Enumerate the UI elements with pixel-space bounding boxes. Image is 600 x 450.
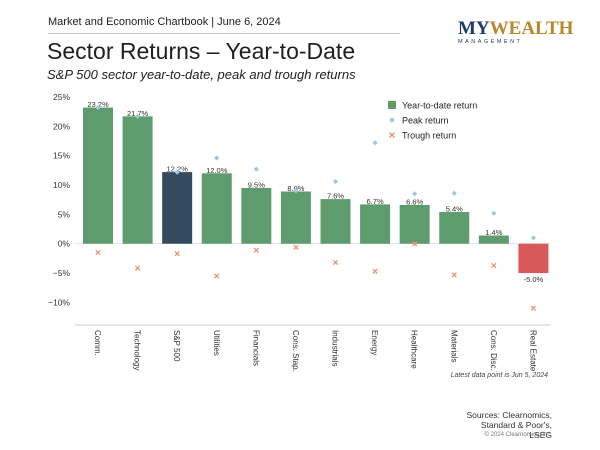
- data-label: 21.7%: [127, 109, 149, 118]
- peak-marker: [451, 190, 457, 196]
- y-tick-label: −5%: [53, 268, 71, 278]
- legend-trough-label: Trough return: [402, 131, 456, 141]
- bar: [518, 243, 549, 274]
- bar: [320, 199, 351, 244]
- data-label: 5.4%: [446, 205, 463, 214]
- trough-marker: [134, 265, 141, 272]
- data-label: 12.0%: [206, 166, 228, 175]
- x-tick-label: Energy: [370, 330, 379, 355]
- legend-peak-swatch: [389, 117, 395, 123]
- data-label: 9.5%: [248, 180, 265, 189]
- legend-ytd-label: Year-to-date return: [402, 101, 477, 111]
- data-label: 12.2%: [167, 165, 189, 174]
- y-tick-label: 20%: [53, 121, 70, 131]
- bar: [280, 191, 311, 244]
- bar: [439, 212, 470, 244]
- y-tick-label: 25%: [53, 92, 70, 102]
- x-tick-label: Healthcare: [410, 330, 419, 369]
- sources-line-3: LSEG: [529, 430, 552, 440]
- data-label: 23.2%: [87, 100, 109, 109]
- chart-subtitle: S&P 500 sector year-to-date, peak and tr…: [47, 67, 356, 82]
- bar: [241, 187, 272, 244]
- data-label: -5.0%: [524, 275, 544, 284]
- y-tick-label: 0%: [58, 239, 71, 249]
- data-label: 7.6%: [327, 192, 344, 201]
- bar: [360, 204, 391, 244]
- peak-marker: [412, 191, 418, 197]
- data-label: 6.6%: [406, 197, 423, 206]
- y-tick-label: −10%: [48, 297, 70, 307]
- bar: [201, 173, 232, 244]
- peak-marker: [214, 155, 220, 161]
- latest-data-note: Latest data point is Jun 5, 2024: [450, 372, 548, 379]
- trough-marker: [530, 305, 537, 311]
- x-tick-label: Cons. Disc.: [489, 330, 498, 371]
- peak-marker: [332, 178, 339, 185]
- x-tick-label: Utilities: [212, 330, 221, 356]
- x-tick-label: Comm.: [93, 330, 102, 356]
- x-tick-label: Cons. Stap.: [291, 330, 300, 372]
- peak-marker: [491, 210, 497, 216]
- x-tick-label: Real Estate: [528, 330, 537, 372]
- trough-marker: [412, 241, 418, 247]
- peak-marker: [174, 169, 180, 175]
- logo-management: MANAGEMENT: [458, 39, 523, 45]
- header-divider: [48, 33, 400, 34]
- logo-my: MY: [458, 18, 490, 39]
- x-tick-label: Materials: [449, 330, 458, 362]
- peak-marker: [293, 188, 299, 194]
- bar: [399, 204, 430, 244]
- peak-marker: [95, 104, 101, 111]
- sources-line-2: Standard & Poor's,: [480, 420, 552, 430]
- trough-marker: [491, 262, 497, 269]
- x-tick-label: Technology: [133, 330, 142, 370]
- trough-marker: [174, 251, 180, 257]
- x-tick-label: S&P 500: [172, 330, 181, 362]
- y-tick-label: 5%: [58, 209, 71, 219]
- trough-marker: [253, 247, 259, 253]
- x-tick-label: Industrials: [331, 330, 340, 366]
- chartbook-header: Market and Economic Chartbook | June 6, …: [48, 16, 281, 28]
- peak-marker: [253, 166, 259, 172]
- trough-marker: [95, 249, 101, 256]
- data-label: 6.7%: [367, 197, 384, 206]
- peak-marker: [372, 140, 378, 146]
- trough-marker: [372, 268, 378, 274]
- bar: [478, 235, 509, 244]
- peak-marker: [134, 113, 141, 119]
- trough-marker: [293, 244, 299, 250]
- y-tick-label: 15%: [53, 151, 70, 161]
- logo-wealth: WEALTH: [489, 18, 574, 39]
- peak-marker: [530, 235, 537, 241]
- legend-peak-label: Peak return: [402, 116, 449, 126]
- chart-title: Sector Returns – Year-to-Date: [47, 38, 356, 64]
- bar: [83, 107, 113, 244]
- trough-marker: [451, 272, 457, 278]
- x-tick-label: Financials: [251, 330, 260, 366]
- legend-ytd-swatch: [388, 101, 396, 109]
- bar: [122, 116, 153, 244]
- sources-text: Sources: Clearnomics, Standard & Poor's,…: [442, 410, 552, 440]
- y-tick-label: 10%: [53, 180, 70, 190]
- company-logo: MYWEALTH MANAGEMENT: [458, 18, 573, 46]
- sources-line-1: Sources: Clearnomics,: [466, 410, 552, 420]
- legend-trough-swatch: [389, 132, 395, 138]
- trough-marker: [332, 259, 339, 266]
- trough-marker: [214, 273, 220, 279]
- copyright-text: © 2024 Clearnomics, Inc.: [484, 432, 552, 438]
- data-label: 1.4%: [485, 228, 502, 237]
- bar: [162, 172, 193, 244]
